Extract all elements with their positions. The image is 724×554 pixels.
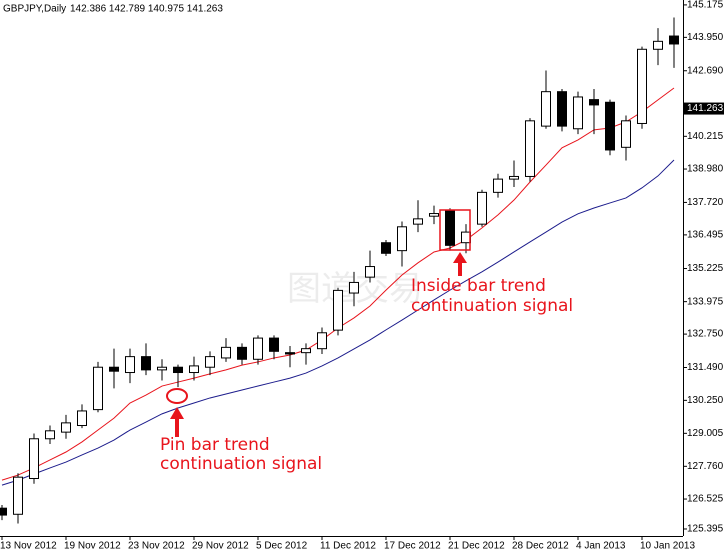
candle-body: [541, 91, 551, 127]
candle-body: [445, 210, 455, 246]
y-tick-label: 142.690: [687, 65, 724, 76]
candle-body: [333, 289, 343, 331]
candle-body: [77, 410, 87, 427]
candle-body: [637, 48, 647, 124]
x-tick-label: 28 Dec 2012: [512, 541, 569, 552]
candle-body: [525, 120, 535, 177]
y-tick-label: 129.005: [687, 428, 724, 439]
y-tick-label: 143.950: [687, 32, 724, 43]
y-tick-label: 138.980: [687, 164, 724, 175]
candle-body: [365, 266, 375, 278]
candle-body: [669, 35, 679, 45]
candle-body: [605, 101, 615, 151]
moving-average: [1, 159, 675, 486]
candle-body: [477, 191, 487, 225]
candle-body: [237, 346, 247, 360]
x-tick-label: 10 Jan 2013: [640, 541, 695, 552]
candle-body: [589, 99, 599, 106]
candle-body: [125, 356, 135, 374]
y-tick-label: 132.750: [687, 329, 724, 340]
candle-body: [141, 356, 151, 371]
candle-body: [573, 96, 583, 130]
candle-body: [397, 226, 407, 252]
inside-bar-box: [439, 209, 471, 251]
x-tick-label: 5 Dec 2012: [256, 541, 308, 552]
candle-body: [653, 40, 663, 50]
candle-body: [109, 366, 119, 372]
candle-body: [509, 175, 519, 180]
candle-body: [413, 218, 423, 225]
x-tick-label: 13 Nov 2012: [0, 541, 57, 552]
candle-body: [93, 366, 103, 411]
candle-body: [493, 178, 503, 193]
annotation-text: continuation signal: [411, 296, 573, 316]
y-tick-label: 135.225: [687, 263, 724, 274]
ohlc-readout: 142.386 142.789 140.975 141.263: [70, 4, 223, 15]
candle-body: [285, 352, 295, 355]
candle-body: [317, 332, 327, 350]
candle-body: [173, 366, 183, 374]
candle-body: [13, 476, 23, 515]
x-tick-label: 23 Nov 2012: [128, 541, 185, 552]
candle-body: [381, 242, 391, 254]
candle-body: [557, 91, 567, 127]
chart-title: GBPJPY,Daily: [3, 4, 66, 15]
y-tick-label: 145.175: [687, 0, 724, 11]
arrow-head: [170, 407, 184, 419]
candle-body: [301, 348, 311, 354]
y-tick-label: 125.395: [687, 524, 724, 535]
y-tick-label: 140.215: [687, 131, 724, 142]
candle-body: [349, 281, 359, 294]
candle-body: [61, 422, 71, 433]
y-tick-label: 133.975: [687, 296, 724, 307]
last-price-box: [683, 102, 724, 115]
x-tick-label: 4 Jan 2013: [576, 541, 626, 552]
candle-body: [157, 366, 167, 371]
candle-body: [621, 120, 631, 148]
candle-body: [205, 356, 215, 368]
y-tick-label: 130.250: [687, 395, 724, 406]
annotation-text: Pin bar trend: [160, 435, 270, 455]
y-tick-label: 127.760: [687, 461, 724, 472]
candle-body: [429, 213, 439, 217]
candle-body: [253, 337, 263, 360]
last-price-label: 141.263: [687, 103, 724, 114]
x-tick-label: 19 Nov 2012: [64, 541, 121, 552]
y-tick-label: 126.525: [687, 494, 724, 505]
arrow-head: [453, 252, 467, 263]
y-tick-label: 131.490: [687, 362, 724, 373]
x-tick-label: 17 Dec 2012: [384, 541, 441, 552]
annotation-text: Inside bar trend: [411, 276, 546, 296]
annotation-text: continuation signal: [160, 454, 322, 474]
candle-body: [29, 438, 39, 480]
plot-area: [0, 17, 679, 524]
x-tick-label: 11 Dec 2012: [320, 541, 376, 552]
candle-body: [461, 231, 471, 244]
candle-body: [189, 365, 199, 374]
candle-body: [269, 337, 279, 352]
x-tick-label: 21 Dec 2012: [448, 541, 505, 552]
pin-bar-ellipse: [166, 388, 188, 404]
y-tick-label: 136.495: [687, 230, 724, 241]
x-tick-label: 29 Nov 2012: [192, 541, 249, 552]
candle-body: [0, 507, 7, 516]
candle-body: [45, 430, 55, 440]
candle-body: [221, 346, 231, 359]
y-tick-label: 137.720: [687, 197, 724, 208]
